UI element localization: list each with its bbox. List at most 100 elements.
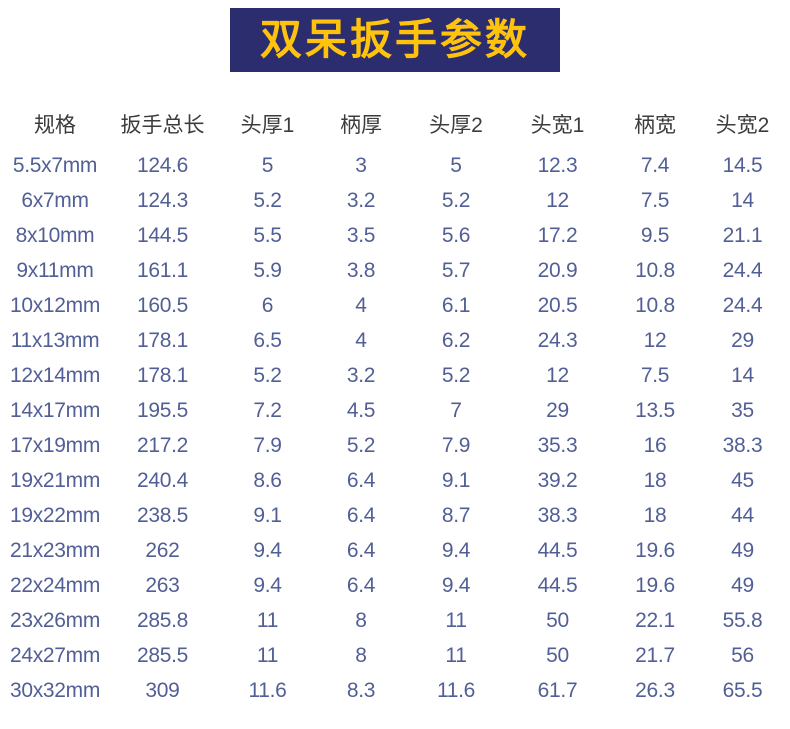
value-cell: 49 <box>731 538 754 562</box>
value-cell: 5 <box>450 153 462 177</box>
value-cell: 124.3 <box>136 188 189 212</box>
table-row: 23x26mm 285.8 11 8 11 50 22.1 55.8 <box>5 603 785 638</box>
value-cell: 7.5 <box>640 363 670 387</box>
value-cell: 18 <box>643 503 667 527</box>
value-cell: 8.6 <box>253 468 282 492</box>
value-cell: 9.4 <box>441 538 471 562</box>
value-cell: 6.4 <box>346 503 376 527</box>
value-cell: 55.8 <box>722 608 763 632</box>
value-cell: 195.5 <box>136 398 189 422</box>
table-header-cell-3: 柄厚 <box>340 114 382 137</box>
spec-cell: 12x14mm <box>9 363 101 387</box>
value-cell: 38.3 <box>722 433 763 457</box>
table-row: 21x23mm 262 9.4 6.4 9.4 44.5 19.6 49 <box>5 533 785 568</box>
value-cell: 14 <box>731 363 754 387</box>
spec-cell: 6x7mm <box>21 188 89 212</box>
value-cell: 24.3 <box>537 328 578 352</box>
value-cell: 10.8 <box>635 293 675 317</box>
value-cell: 6.4 <box>346 573 376 597</box>
spec-cell: 21x23mm <box>9 538 101 562</box>
value-cell: 10.8 <box>635 258 675 282</box>
value-cell: 24.4 <box>722 258 763 282</box>
spec-cell: 23x26mm <box>9 608 101 632</box>
value-cell: 3.2 <box>346 188 376 212</box>
table-header-cell-6: 柄宽 <box>634 114 676 137</box>
value-cell: 9.5 <box>640 223 670 247</box>
value-cell: 5.2 <box>253 363 282 387</box>
value-cell: 19.6 <box>635 573 675 597</box>
spec-cell: 8x10mm <box>15 223 95 247</box>
value-cell: 7.9 <box>441 433 471 457</box>
value-cell: 7 <box>450 398 462 422</box>
value-cell: 44.5 <box>537 573 578 597</box>
value-cell: 20.5 <box>537 293 578 317</box>
value-cell: 7.9 <box>253 433 282 457</box>
value-cell: 21.1 <box>722 223 763 247</box>
table-row: 10x12mm 160.5 6 4 6.1 20.5 10.8 24.4 <box>5 288 785 323</box>
spec-cell: 19x22mm <box>9 503 101 527</box>
value-cell: 3.8 <box>346 258 376 282</box>
value-cell: 12.3 <box>537 153 578 177</box>
spec-cell: 10x12mm <box>9 293 101 317</box>
table-row: 19x21mm 240.4 8.6 6.4 9.1 39.2 18 45 <box>5 463 785 498</box>
value-cell: 44 <box>731 503 754 527</box>
value-cell: 160.5 <box>136 293 189 317</box>
table-row: 22x24mm 263 9.4 6.4 9.4 44.5 19.6 49 <box>5 568 785 603</box>
value-cell: 6.1 <box>441 293 471 317</box>
value-cell: 5.2 <box>441 363 471 387</box>
value-cell: 285.8 <box>136 608 189 632</box>
value-cell: 5.2 <box>441 188 471 212</box>
value-cell: 21.7 <box>635 643 675 667</box>
table-header-cell-7: 头宽2 <box>715 114 770 137</box>
value-cell: 61.7 <box>537 678 578 702</box>
value-cell: 7.2 <box>253 398 282 422</box>
table-header-cell-2: 头厚1 <box>240 114 295 137</box>
title-banner-container: 双呆扳手参数 <box>0 0 790 72</box>
value-cell: 217.2 <box>136 433 189 457</box>
value-cell: 18 <box>643 468 667 492</box>
value-cell: 26.3 <box>635 678 675 702</box>
value-cell: 6.2 <box>441 328 471 352</box>
value-cell: 39.2 <box>537 468 578 492</box>
page-title: 双呆扳手参数 <box>229 8 560 72</box>
spec-cell: 5.5x7mm <box>12 153 98 177</box>
value-cell: 8.3 <box>346 678 376 702</box>
table-header-cell-0: 规格 <box>34 114 76 137</box>
spec-cell: 9x11mm <box>16 258 94 282</box>
value-cell: 11.6 <box>248 678 287 702</box>
value-cell: 6 <box>261 293 274 317</box>
value-cell: 9.4 <box>253 538 282 562</box>
wrench-spec-table: 规格 扳手总长 头厚1 柄厚 头厚2 头宽1 柄宽 头宽2 5.5x7mm 124.6 5 3 5 12… <box>5 100 785 708</box>
spec-cell: 14x17mm <box>9 398 101 422</box>
value-cell: 178.1 <box>136 363 189 387</box>
value-cell: 4.5 <box>346 398 376 422</box>
value-cell: 49 <box>731 573 754 597</box>
value-cell: 35.3 <box>537 433 578 457</box>
value-cell: 38.3 <box>537 503 578 527</box>
value-cell: 9.1 <box>253 503 282 527</box>
value-cell: 309 <box>145 678 180 702</box>
value-cell: 19.6 <box>635 538 675 562</box>
table-row: 30x32mm 309 11.6 8.3 11.6 61.7 26.3 65.5 <box>5 673 785 708</box>
value-cell: 9.4 <box>253 573 282 597</box>
value-cell: 6.4 <box>346 468 376 492</box>
value-cell: 5.2 <box>253 188 282 212</box>
value-cell: 29 <box>546 398 569 422</box>
spec-cell: 30x32mm <box>9 678 101 702</box>
value-cell: 285.5 <box>136 643 189 667</box>
value-cell: 14.5 <box>722 153 763 177</box>
spec-cell: 22x24mm <box>9 573 101 597</box>
value-cell: 238.5 <box>136 503 189 527</box>
table-row: 6x7mm 124.3 5.2 3.2 5.2 12 7.5 14 <box>5 183 785 218</box>
table-header-cell-1: 扳手总长 <box>120 114 205 137</box>
value-cell: 4 <box>355 328 367 352</box>
value-cell: 11 <box>445 643 467 667</box>
spec-cell: 19x21mm <box>9 468 101 492</box>
value-cell: 45 <box>731 468 754 492</box>
value-cell: 13.5 <box>635 398 675 422</box>
value-cell: 50 <box>546 608 569 632</box>
table-header-cell-5: 头宽1 <box>530 114 585 137</box>
value-cell: 44.5 <box>537 538 578 562</box>
value-cell: 11 <box>256 643 279 667</box>
value-cell: 22.1 <box>635 608 675 632</box>
